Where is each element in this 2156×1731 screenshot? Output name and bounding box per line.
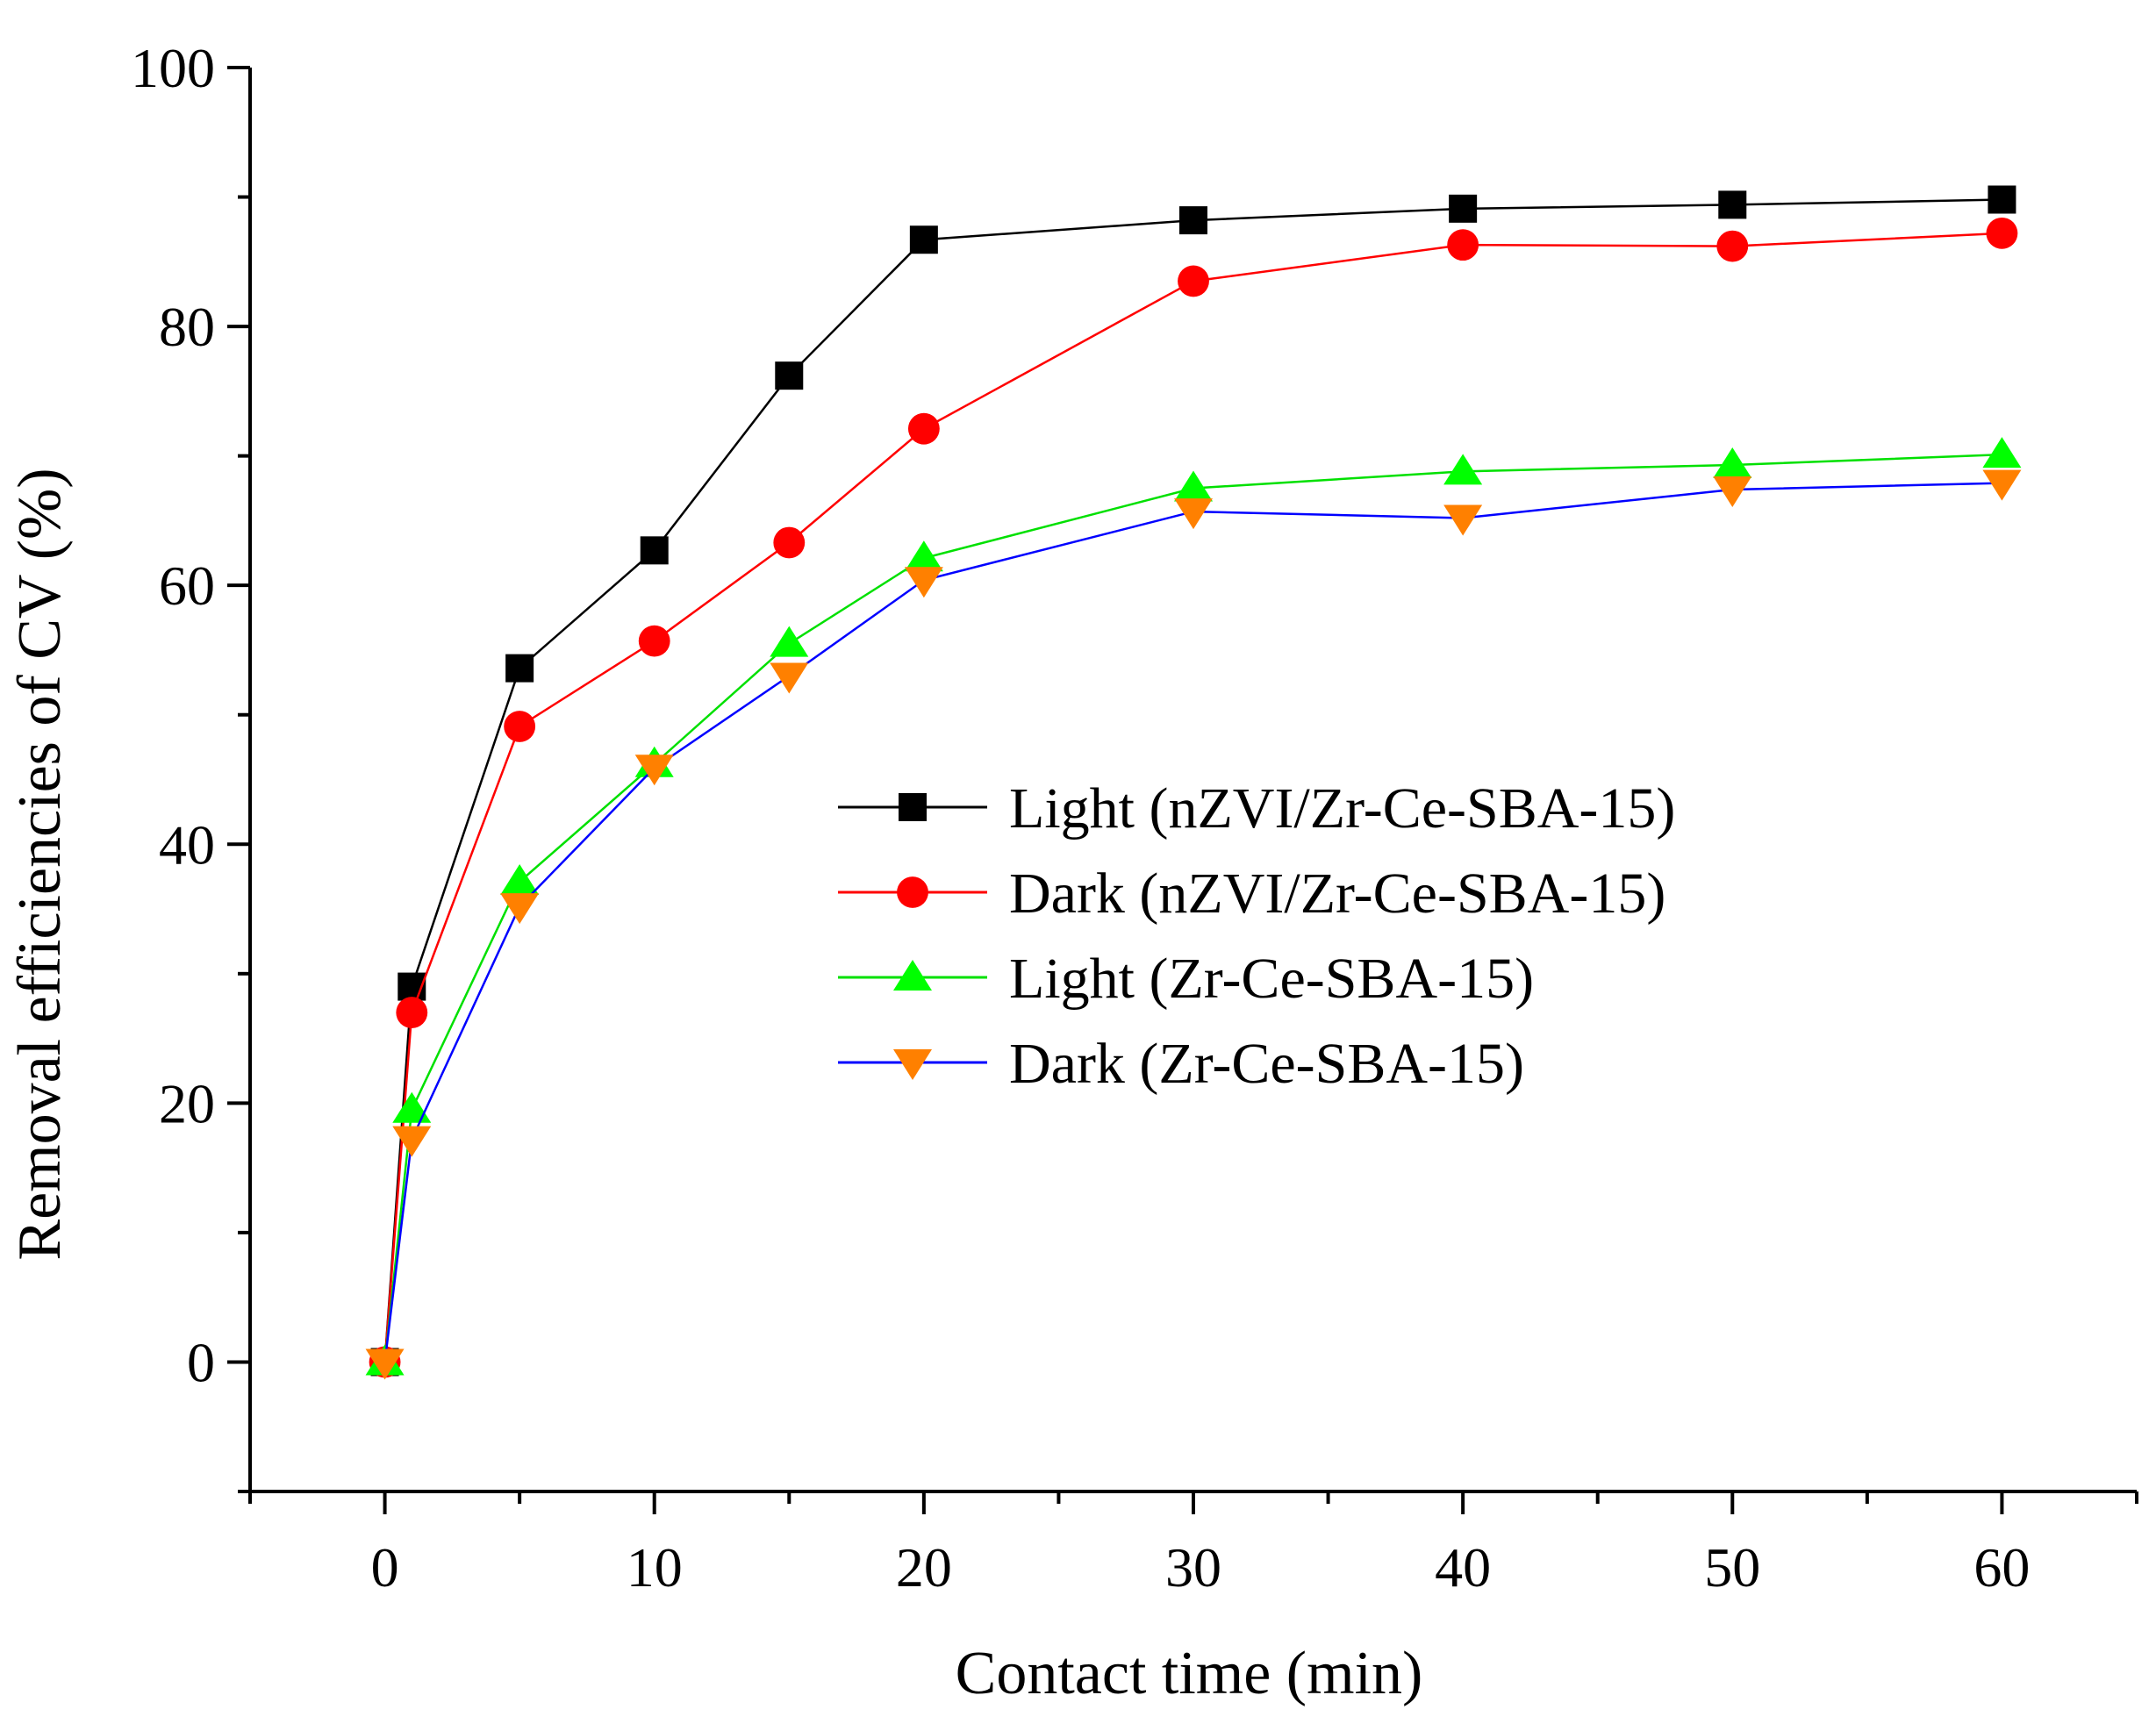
data-point [638,625,670,657]
x-tick-label: 40 [1435,1536,1491,1599]
x-tick-label: 20 [896,1536,952,1599]
legend-marker [893,960,932,991]
y-tick-label: 0 [187,1331,215,1393]
data-point [773,526,806,559]
data-point [1449,194,1478,223]
data-point [1443,454,1483,485]
data-point [640,536,669,565]
x-tick-label: 50 [1704,1536,1760,1599]
series-3 [365,437,2022,1376]
x-tick-label: 10 [627,1536,683,1599]
plot-axes: 0 20 40 60 80 100 0 10 20 30 40 50 60 [131,37,2138,1599]
data-point [1174,470,1213,502]
series-layer [365,185,2022,1380]
legend-marker [893,1049,932,1080]
data-point [770,662,809,694]
legend-marker [899,793,927,821]
data-point [392,1126,432,1157]
data-point [1713,476,1752,507]
series-line [383,198,2002,1363]
y-tick-label: 100 [131,37,215,99]
legend-label: Light (nZVI/Zr-Ce-SBA-15) [1009,776,1675,840]
data-point [907,412,940,445]
series-line [383,232,2002,1363]
legend-marker [897,876,928,908]
legend-entry-1: Light (nZVI/Zr-Ce-SBA-15) [838,776,1675,840]
data-point [365,1348,405,1380]
series-4 [365,469,2022,1380]
series-line [383,482,2002,1363]
legend-label: Light (Zr-Ce-SBA-15) [1009,947,1534,1011]
data-point [770,626,809,657]
data-point [1447,229,1479,261]
data-point [396,997,428,1029]
series-line [383,453,2002,1363]
data-point [500,893,540,925]
data-point [909,225,938,254]
legend-entry-2: Dark (nZVI/Zr-Ce-SBA-15) [838,862,1665,926]
data-point [1443,504,1483,536]
data-point [1174,498,1213,530]
y-axis-label: Removal efficiencies of CV (%) [6,468,74,1260]
data-point [1982,437,2022,469]
x-tick-label: 60 [1973,1536,2030,1599]
legend-label: Dark (Zr-Ce-SBA-15) [1009,1032,1524,1096]
data-point [1718,190,1747,219]
data-point [1179,206,1207,235]
data-point [634,755,674,786]
y-tick-label: 20 [159,1072,215,1134]
y-tick-label: 60 [159,554,215,617]
data-point [1982,469,2022,501]
x-tick-label: 30 [1165,1536,1221,1599]
x-tick-label: 0 [371,1536,399,1599]
legend-label: Dark (nZVI/Zr-Ce-SBA-15) [1009,862,1665,926]
legend-entry-4: Dark (Zr-Ce-SBA-15) [838,1032,1524,1096]
legend: Light (nZVI/Zr-Ce-SBA-15) Dark (nZVI/Zr-C… [838,776,1675,1096]
x-axis-label: Contact time (min) [956,1640,1423,1707]
data-point [904,567,943,598]
data-point [504,711,536,742]
data-point [500,864,540,896]
data-point [1713,447,1752,478]
data-point [392,1091,432,1123]
data-point [1988,185,2016,214]
data-point [1716,230,1749,262]
data-point [1178,265,1209,297]
data-point [1986,217,2018,249]
data-point [505,654,534,683]
y-tick-label: 80 [159,296,215,358]
data-point [904,540,943,572]
y-tick-label: 40 [159,813,215,876]
data-point [775,361,804,390]
legend-entry-3: Light (Zr-Ce-SBA-15) [838,947,1534,1011]
